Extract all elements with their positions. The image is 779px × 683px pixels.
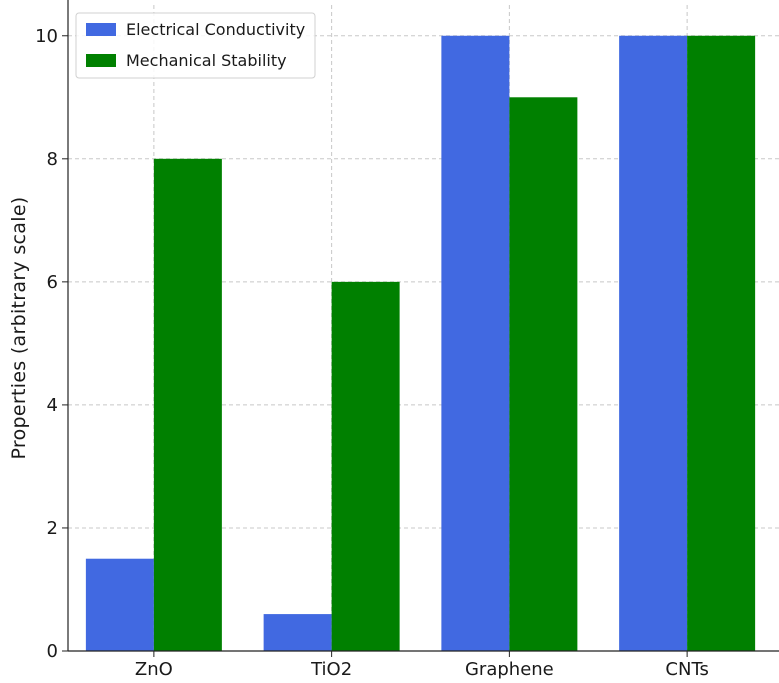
ticks-layer: 0 2 4 6 8 10 ZnO TiO2 Graphene CNTs <box>35 26 709 680</box>
bar-electrical-conductivity <box>263 614 332 651</box>
bar-mechanical-stability <box>509 97 578 652</box>
y-axis-label: Properties (arbitrary scale) <box>8 196 30 459</box>
bar-mechanical-stability <box>687 35 756 652</box>
x-tick-label: TiO2 <box>310 659 352 679</box>
bar-electrical-conductivity <box>619 35 688 652</box>
legend-frame <box>75 12 316 79</box>
bar-mechanical-stability <box>331 281 400 651</box>
x-tick-label: Graphene <box>465 659 554 679</box>
y-tick-label: 0 <box>47 641 58 662</box>
y-tick-label: 8 <box>47 149 58 170</box>
axes-layer <box>62 0 779 657</box>
y-tick-label: 6 <box>47 272 58 293</box>
legend-label-mechanical-stability: Mechanical Stability <box>126 51 287 70</box>
x-tick-label: CNTs <box>665 659 708 679</box>
y-tick-label: 2 <box>47 518 58 539</box>
bar-mechanical-stability <box>153 158 222 652</box>
bar-electrical-conductivity <box>85 558 154 651</box>
y-tick-label: 4 <box>47 395 58 416</box>
legend-swatch-electrical-conductivity <box>86 23 116 36</box>
legend-label-electrical-conductivity: Electrical Conductivity <box>126 20 305 39</box>
legend-swatch-mechanical-stability <box>86 54 116 67</box>
bar-electrical-conductivity <box>441 35 510 652</box>
y-tick-label: 10 <box>35 26 58 47</box>
bars-layer <box>85 35 756 652</box>
legend: Electrical Conductivity Mechanical Stabi… <box>75 12 316 79</box>
x-tick-label: ZnO <box>135 659 173 679</box>
